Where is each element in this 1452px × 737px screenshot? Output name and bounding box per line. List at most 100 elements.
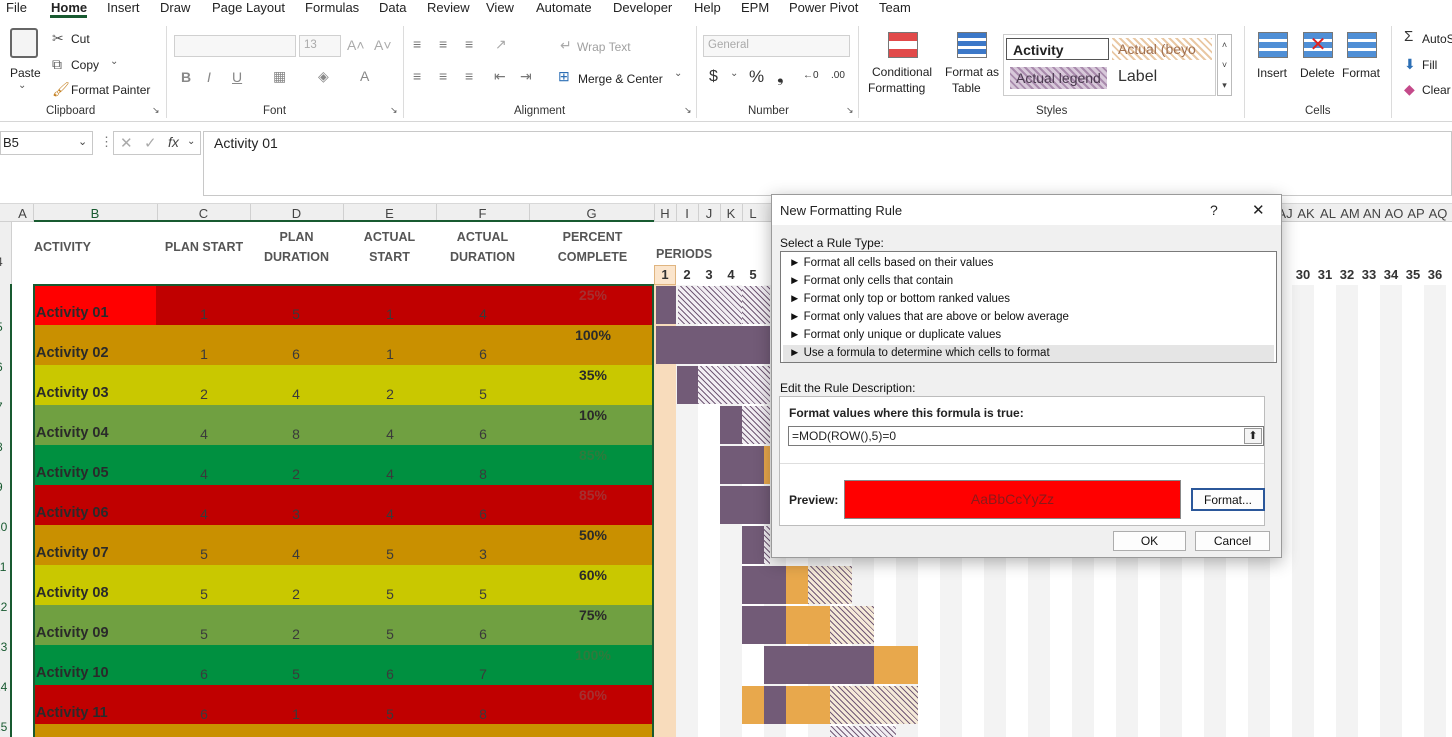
activity-percent-complete[interactable]: 85% [578,447,608,463]
cut-button[interactable]: Cut [71,32,90,46]
activity-plan-start[interactable]: 4 [200,466,208,482]
format-button[interactable]: Format [1342,66,1381,80]
row-header[interactable]: 11 [0,560,7,574]
activity-plan-start[interactable]: 5 [200,586,208,602]
activity-row[interactable]: Activity 03 2 4 2 5 35% [34,365,653,405]
rule-type-item[interactable]: ► Format only unique or duplicate values [789,329,1002,341]
align-right-icon[interactable]: ≡ [465,68,474,84]
activity-actual-start[interactable]: 4 [386,506,394,522]
activity-plan-start[interactable]: 2 [200,386,208,402]
row-header[interactable]: 13 [0,640,8,654]
col-header[interactable]: B [90,206,100,221]
activity-percent-complete[interactable]: 60% [578,567,608,583]
activity-actual-duration[interactable]: 5 [479,586,487,602]
format-painter-button[interactable]: Format Painter [71,83,151,97]
menu-page-layout[interactable]: Page Layout [212,0,286,15]
ok-button[interactable]: OK [1113,531,1186,551]
activity-name[interactable]: Activity 04 [36,425,109,441]
function-chevron-icon[interactable]: ⌄ [187,136,196,147]
activity-actual-duration[interactable]: 6 [479,346,487,362]
rule-type-item[interactable]: ► Format only values that are above or b… [789,311,1069,323]
formula-input[interactable]: Activity 01 [203,131,1452,196]
activity-plan-start[interactable]: 5 [200,626,208,642]
activity-actual-start[interactable]: 5 [386,626,394,642]
activity-plan-duration[interactable]: 4 [292,386,300,402]
col-header[interactable]: I [685,206,689,221]
col-header[interactable]: D [291,206,302,221]
col-header[interactable]: AL [1320,206,1336,221]
bold-icon[interactable]: B [181,69,192,85]
format-as-table-label-2[interactable]: Table [952,81,981,95]
help-icon[interactable]: ? [1210,202,1218,218]
col-header[interactable]: E [385,206,394,221]
activity-actual-duration[interactable]: 4 [479,306,487,322]
increase-indent-icon[interactable]: ⇥ [520,68,532,84]
close-icon[interactable]: ✕ [1252,202,1265,219]
activity-percent-complete[interactable]: 100% [575,647,611,663]
activity-percent-complete[interactable]: 100% [575,327,611,343]
activity-actual-start[interactable]: 4 [386,466,394,482]
col-header[interactable]: L [749,206,757,221]
decrease-font-icon[interactable]: A˅ [374,37,392,53]
conditional-formatting-label-2[interactable]: Formatting [868,81,926,95]
activity-plan-duration[interactable]: 4 [292,546,300,562]
activity-name[interactable]: Activity 08 [36,585,109,601]
delete-button[interactable]: Delete [1300,66,1335,80]
wrap-text-button[interactable]: Wrap Text [577,40,631,54]
activity-plan-duration[interactable]: 8 [292,426,300,442]
activity-row[interactable]: Activity 07 5 4 5 3 50% [34,525,653,565]
activity-name[interactable]: Activity 02 [36,345,109,361]
alignment-launcher-icon[interactable]: ↘ [684,105,692,115]
format-cells-icon[interactable] [1347,32,1377,58]
number-format-combo[interactable]: General [703,35,850,57]
activity-plan-duration[interactable]: 5 [292,306,300,322]
clipboard-launcher-icon[interactable]: ↘ [152,105,160,115]
activity-name[interactable]: Activity 06 [36,505,109,521]
copy-button[interactable]: Copy [71,58,100,72]
activity-row[interactable]: Activity 01 1 5 1 4 25% [34,285,653,325]
menu-file[interactable]: File [6,0,27,15]
activity-actual-start[interactable]: 5 [386,586,394,602]
activity-plan-duration[interactable]: 1 [292,706,300,722]
cancel-entry-icon[interactable]: ✕ [120,135,133,152]
number-launcher-icon[interactable]: ↘ [846,105,854,115]
insert-cells-icon[interactable] [1258,32,1288,58]
comma-icon[interactable]: ❟ [777,67,784,86]
styles-scroll[interactable]: ˄ ˅ ▾ [1217,34,1232,96]
autosum-button[interactable]: AutoS [1422,32,1452,46]
activity-percent-complete[interactable]: 35% [578,367,608,383]
col-header[interactable]: AQ [1428,206,1448,221]
clear-button[interactable]: Clear [1422,83,1451,97]
italic-icon[interactable]: I [207,69,211,85]
row-header[interactable]: 6 [0,360,3,374]
activity-percent-complete[interactable]: 85% [578,487,608,503]
format-dialog-button[interactable]: Format... [1191,488,1265,511]
insert-function-icon[interactable]: fx [168,134,179,150]
font-size-combo[interactable]: 13 [299,35,341,57]
menu-automate[interactable]: Automate [536,0,592,15]
conditional-formatting-label-1[interactable]: Conditional [872,65,933,79]
row-header[interactable]: 12 [0,600,8,614]
activity-plan-duration[interactable]: 2 [292,626,300,642]
menu-data[interactable]: Data [379,0,407,15]
collapse-dialog-icon[interactable]: ⬆ [1244,428,1262,444]
name-box-chevron-icon[interactable]: ⌄ [78,136,88,148]
row-header[interactable]: 4 [0,255,3,269]
activity-percent-complete[interactable]: 25% [578,287,608,303]
activity-actual-duration[interactable]: 3 [479,546,487,562]
activity-actual-duration[interactable]: 8 [479,466,487,482]
paste-icon[interactable] [10,28,38,58]
activity-actual-duration[interactable]: 6 [479,426,487,442]
activity-actual-duration[interactable]: 7 [479,666,487,682]
activity-plan-start[interactable]: 1 [200,306,208,322]
style-activity[interactable]: Activity [1006,38,1109,60]
activity-plan-duration[interactable]: 2 [292,586,300,602]
activity-row[interactable]: Activity 06 4 3 4 6 85% [34,485,653,525]
activity-actual-duration[interactable]: 8 [479,706,487,722]
col-header[interactable]: J [705,206,713,221]
rule-type-item[interactable]: ► Format only cells that contain [789,275,954,287]
activity-row[interactable]: Activity 10 6 5 6 7 100% [34,645,653,685]
merge-chevron-icon[interactable]: ⌄ [674,68,683,79]
row-header[interactable]: 7 [0,400,3,414]
paste-button[interactable]: Paste [10,66,41,80]
